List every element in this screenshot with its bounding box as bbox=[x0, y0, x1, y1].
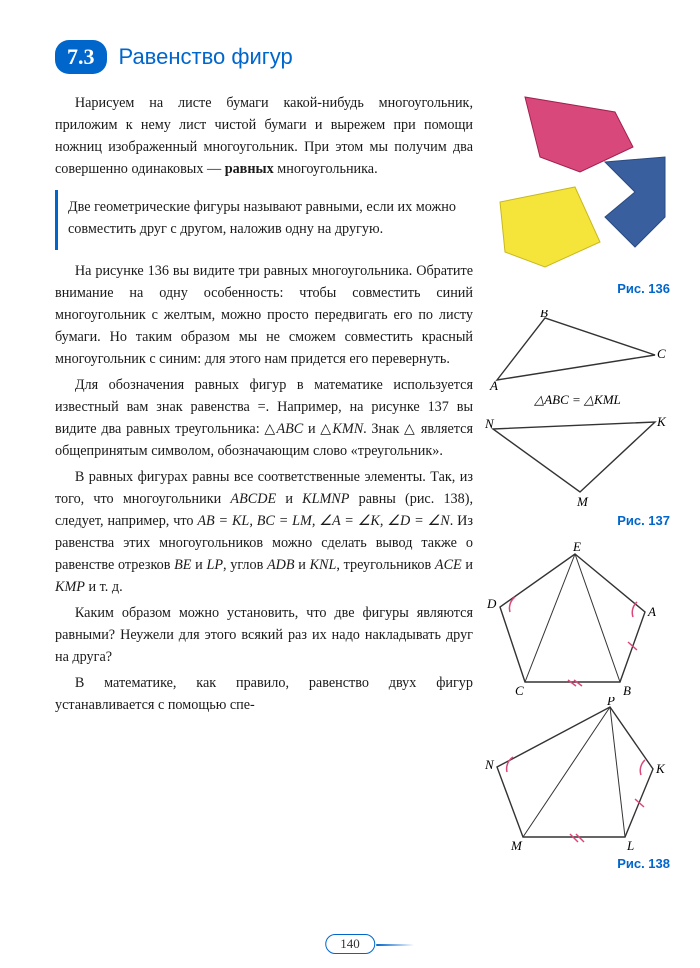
svg-text:D: D bbox=[486, 596, 497, 611]
svg-text:M: M bbox=[510, 838, 523, 852]
svg-text:P: P bbox=[606, 697, 615, 708]
label-C: C bbox=[657, 346, 666, 361]
svg-text:E: E bbox=[572, 542, 581, 554]
angle-arc-K bbox=[640, 760, 645, 775]
paragraph-5: Каким образом можно установить, что две … bbox=[55, 602, 473, 668]
polygon-yellow bbox=[500, 187, 600, 267]
figure-138-pent1: E A B C D bbox=[485, 542, 670, 697]
polygon-blue bbox=[605, 157, 665, 247]
definition-box: Две геометрические фигуры называют равны… bbox=[55, 190, 473, 250]
textbook-page: 7.3 Равенство фигур Нарисуем на листе бу… bbox=[0, 0, 700, 968]
label-A: A bbox=[489, 378, 498, 390]
label-M: M bbox=[576, 494, 589, 509]
paragraph-1: Нарисуем на листе бумаги какой-нибудь мн… bbox=[55, 92, 473, 180]
figure-137-equation: △ABC = △KML bbox=[485, 392, 670, 408]
svg-text:C: C bbox=[515, 683, 524, 697]
paragraph-4: В равных фигурах равны все соответственн… bbox=[55, 466, 473, 598]
definition-text: Две геометрические фигуры называют равны… bbox=[68, 196, 473, 240]
paragraph-6: В математике, как правило, равенство дву… bbox=[55, 672, 473, 716]
paragraph-3: Для обозначения равных фигур в математик… bbox=[55, 374, 473, 462]
figure-137: A B C △ABC = △KML N K M bbox=[485, 310, 670, 509]
figure-column: Рис. 136 A B C △ABC = △KML N K M Рис. 13… bbox=[485, 92, 670, 885]
figure-138-caption: Рис. 138 bbox=[485, 856, 670, 871]
figure-137-tri1: A B C bbox=[485, 310, 670, 390]
figure-136 bbox=[485, 92, 670, 277]
label-B: B bbox=[540, 310, 548, 320]
figure-136-caption: Рис. 136 bbox=[485, 281, 670, 296]
section-header: 7.3 Равенство фигур bbox=[55, 40, 670, 74]
svg-text:L: L bbox=[626, 838, 634, 852]
label-K: K bbox=[656, 414, 667, 429]
content-area: Нарисуем на листе бумаги какой-нибудь мн… bbox=[55, 92, 670, 885]
page-number: 140 bbox=[325, 934, 375, 954]
figure-137-caption: Рис. 137 bbox=[485, 513, 670, 528]
label-N: N bbox=[485, 416, 495, 431]
text-column: Нарисуем на листе бумаги какой-нибудь мн… bbox=[55, 92, 473, 885]
paragraph-2: На рисунке 136 вы видите три равных мног… bbox=[55, 260, 473, 370]
figure-137-tri2: N K M bbox=[485, 414, 670, 509]
section-number-badge: 7.3 bbox=[55, 40, 107, 74]
svg-text:B: B bbox=[623, 683, 631, 697]
figure-136-svg bbox=[485, 92, 670, 277]
svg-text:A: A bbox=[647, 604, 656, 619]
svg-text:K: K bbox=[655, 761, 666, 776]
figure-138-pent2: P K L M N bbox=[485, 697, 670, 852]
figure-138: E A B C D P K L bbox=[485, 542, 670, 852]
section-title: Равенство фигур bbox=[119, 44, 293, 70]
svg-text:N: N bbox=[485, 757, 495, 772]
